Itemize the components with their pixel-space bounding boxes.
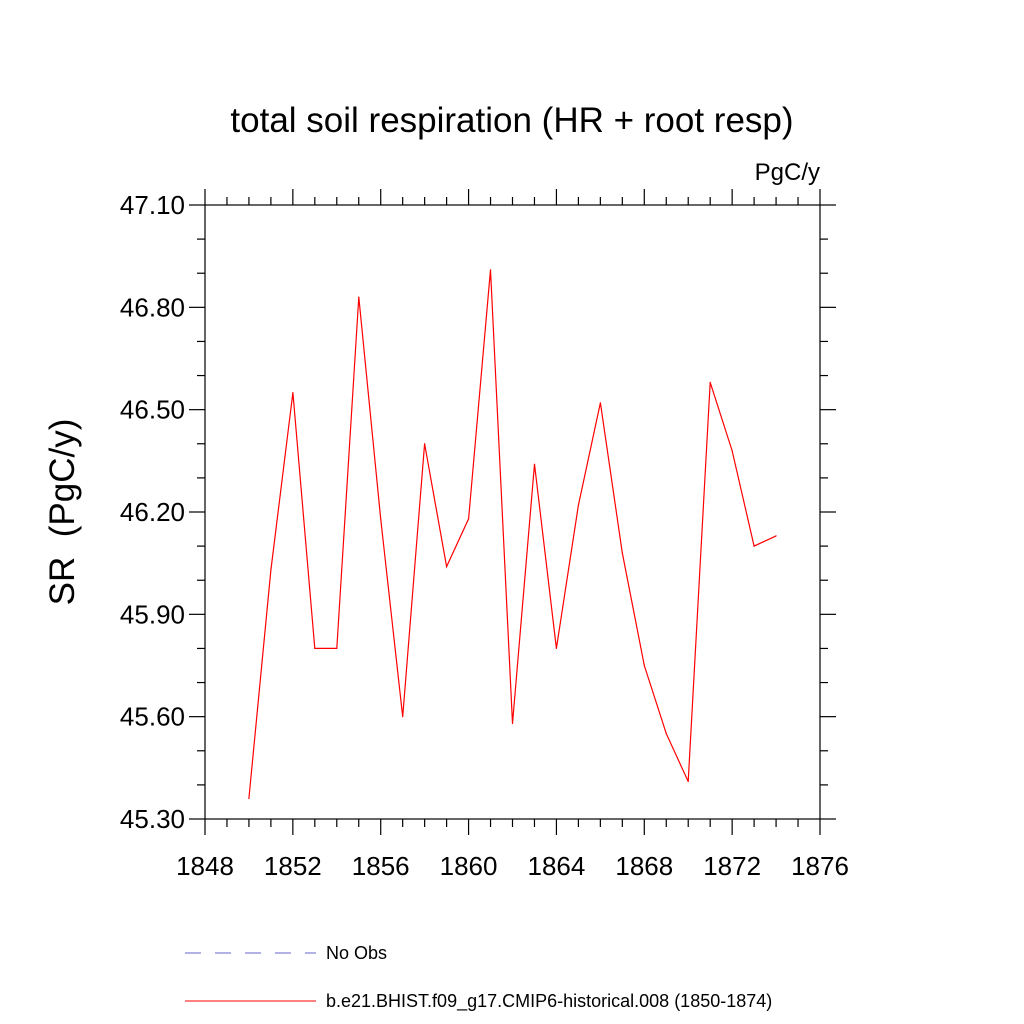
plot-frame: [204, 204, 821, 820]
data-point: [709, 381, 711, 383]
x-tick-label: 1864: [528, 851, 586, 881]
x-tick-label: 1852: [264, 851, 322, 881]
y-tick-label: 47.10: [120, 190, 185, 220]
data-point: [424, 443, 426, 445]
x-tick-label: 1876: [791, 851, 849, 881]
legend-label-model-run: b.e21.BHIST.f09_g17.CMIP6-historical.008…: [326, 991, 772, 1012]
data-point: [380, 518, 382, 520]
legend: No Obs b.e21.BHIST.f09_g17.CMIP6-histori…: [185, 943, 772, 1012]
data-point: [665, 733, 667, 735]
y-tick-label: 46.50: [120, 395, 185, 425]
data-point: [775, 535, 777, 537]
x-tick-label: 1860: [440, 851, 498, 881]
x-tick-label: 1848: [176, 851, 234, 881]
data-point: [336, 647, 338, 650]
x-tick-label: 1856: [352, 851, 410, 881]
y-tick-label: 45.30: [120, 804, 185, 834]
data-point: [643, 664, 645, 667]
legend-label-no-obs: No Obs: [326, 943, 387, 963]
data-point: [687, 780, 689, 783]
series-line: [248, 269, 777, 799]
data-point: [358, 296, 360, 298]
data-point: [248, 797, 250, 800]
data-point: [599, 402, 601, 404]
data-point: [533, 463, 536, 465]
y-axis-label: SR (PgC/y): [43, 419, 82, 606]
x-tick-label: 1872: [703, 851, 761, 881]
data-point: [314, 647, 316, 650]
chart-title: total soil respiration (HR + root resp): [230, 101, 793, 140]
x-axis: 1848 1852 1856 1860 1864 1868 1872 1876: [176, 189, 849, 881]
series-layer: [248, 269, 777, 800]
y-tick-label: 45.90: [120, 599, 185, 629]
y-axis: 45.30 45.60 45.90 46.20 46.50 46.80 47.10: [120, 190, 836, 834]
data-point: [577, 504, 579, 506]
y-tick-label: 45.60: [120, 702, 185, 732]
x-tick-label: 1868: [615, 851, 673, 881]
data-point: [489, 269, 492, 271]
data-point: [621, 552, 623, 554]
data-point: [446, 565, 448, 568]
data-point: [467, 518, 470, 520]
data-point: [731, 450, 733, 452]
units-label: PgC/y: [755, 159, 820, 186]
y-tick-label: 46.20: [120, 497, 185, 527]
data-point: [292, 392, 294, 394]
data-point: [270, 569, 272, 571]
data-point: [402, 716, 404, 718]
y-tick-label: 46.80: [120, 292, 185, 322]
data-point: [555, 647, 558, 650]
data-point: [511, 722, 514, 725]
data-point: [753, 545, 755, 547]
